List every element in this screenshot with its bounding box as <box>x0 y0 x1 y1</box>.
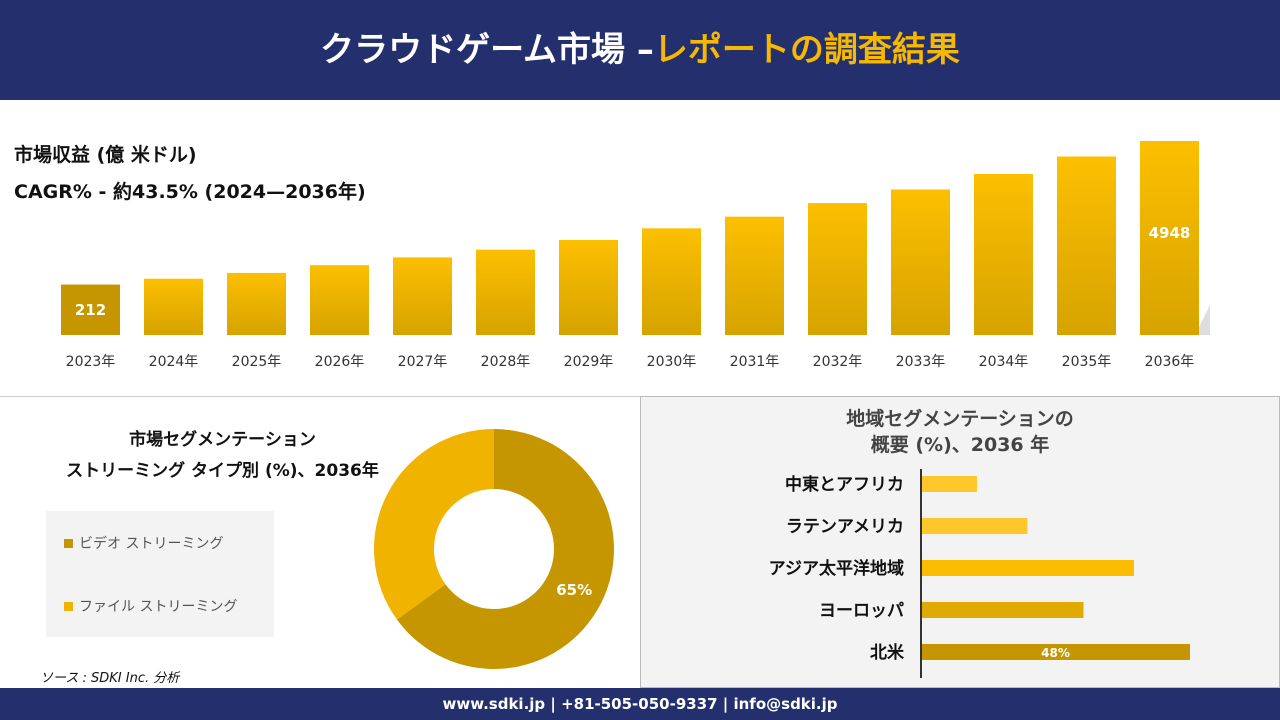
revenue-bar <box>808 203 867 335</box>
legend-label: ファイル ストリーミング <box>79 599 238 615</box>
legend-item-file: ファイル ストリーミング <box>64 596 237 616</box>
legend-swatch <box>64 601 73 611</box>
x-tick-label: 2035年 <box>1062 354 1112 370</box>
region-bar <box>921 644 1190 660</box>
revenue-bar <box>144 278 203 335</box>
segment-title: 市場セグメンテーション <box>129 430 316 450</box>
revenue-bar <box>891 189 950 335</box>
x-tick-label: 2036年 <box>1145 354 1195 370</box>
cagr-text: CAGR% - 約43.5% (2024—2036年) <box>14 181 366 203</box>
revenue-bar <box>227 272 286 335</box>
region-label: ヨーロッパ <box>819 601 904 621</box>
revenue-bar <box>642 228 701 335</box>
region-bar <box>921 560 1134 576</box>
x-tick-label: 2029年 <box>564 354 614 370</box>
x-tick-label: 2027年 <box>398 354 448 370</box>
revenue-bar <box>559 239 618 335</box>
title-accent: レポートの調査結果 <box>653 30 960 70</box>
region-subtitle: 概要 (%)、2036 年 <box>870 434 1050 456</box>
revenue-bar <box>310 265 369 335</box>
legend-label: ビデオ ストリーミング <box>79 536 224 552</box>
region-label: アジア太平洋地域 <box>769 558 904 579</box>
x-tick-label: 2030年 <box>647 354 697 370</box>
revenue-chart-title: 市場収益 (億 米ドル) <box>14 144 197 166</box>
legend-swatch <box>64 538 73 548</box>
bar-data-label: 212 <box>75 301 106 319</box>
donut-chart: 65% <box>374 429 614 669</box>
x-tick-label: 2034年 <box>979 354 1029 370</box>
region-bar <box>921 518 1028 534</box>
donut-slice <box>396 429 614 669</box>
bar-data-label: 48% <box>1041 646 1070 660</box>
slice-label: 65% <box>556 581 592 599</box>
x-tick-label: 2028年 <box>481 354 531 370</box>
x-tick-label: 2023年 <box>66 354 116 370</box>
title-main: クラウドゲーム市場 – <box>320 30 654 70</box>
revenue-bar <box>61 284 120 335</box>
revenue-bar <box>1057 156 1116 335</box>
region-label: 中東とアフリカ <box>785 474 904 495</box>
footer-contact: www.sdki.jp | +81-505-050-9337 | info@sd… <box>0 688 1280 720</box>
revenue-bar <box>974 173 1033 335</box>
revenue-bar <box>476 249 535 335</box>
region-segment-panel <box>640 396 1280 688</box>
bar-data-label: 4948 <box>1149 224 1191 242</box>
revenue-bar <box>725 216 784 335</box>
x-tick-label: 2032年 <box>813 354 863 370</box>
revenue-bar <box>393 257 452 335</box>
region-label: 北米 <box>870 642 905 663</box>
segment-subtitle: ストリーミング タイプ別 (%)、2036年 <box>66 461 379 481</box>
region-label: ラテンアメリカ <box>786 517 904 537</box>
x-tick-label: 2026年 <box>315 354 365 370</box>
page-header: クラウドゲーム市場 –レポートの調査結果 <box>0 0 1280 100</box>
donut-slice <box>374 429 494 620</box>
x-tick-label: 2024年 <box>149 354 199 370</box>
region-bar <box>921 476 978 492</box>
revenue-bar <box>1140 141 1199 335</box>
region-title: 地域セグメンテーションの <box>846 408 1074 430</box>
region-bar <box>921 602 1084 618</box>
x-tick-label: 2033年 <box>896 354 946 370</box>
source-note: ソース : SDKI Inc. 分析 <box>40 671 180 686</box>
legend-item-video: ビデオ ストリーミング <box>64 533 223 553</box>
x-tick-label: 2025年 <box>232 354 282 370</box>
x-tick-label: 2031年 <box>730 354 780 370</box>
revenue-bar-chart: 2023年 212 2024年 2025年 2026年 2027年 2028年 2029年 20… <box>60 141 1210 370</box>
donut-legend: ビデオ ストリーミング ファイル ストリーミング <box>46 511 274 637</box>
